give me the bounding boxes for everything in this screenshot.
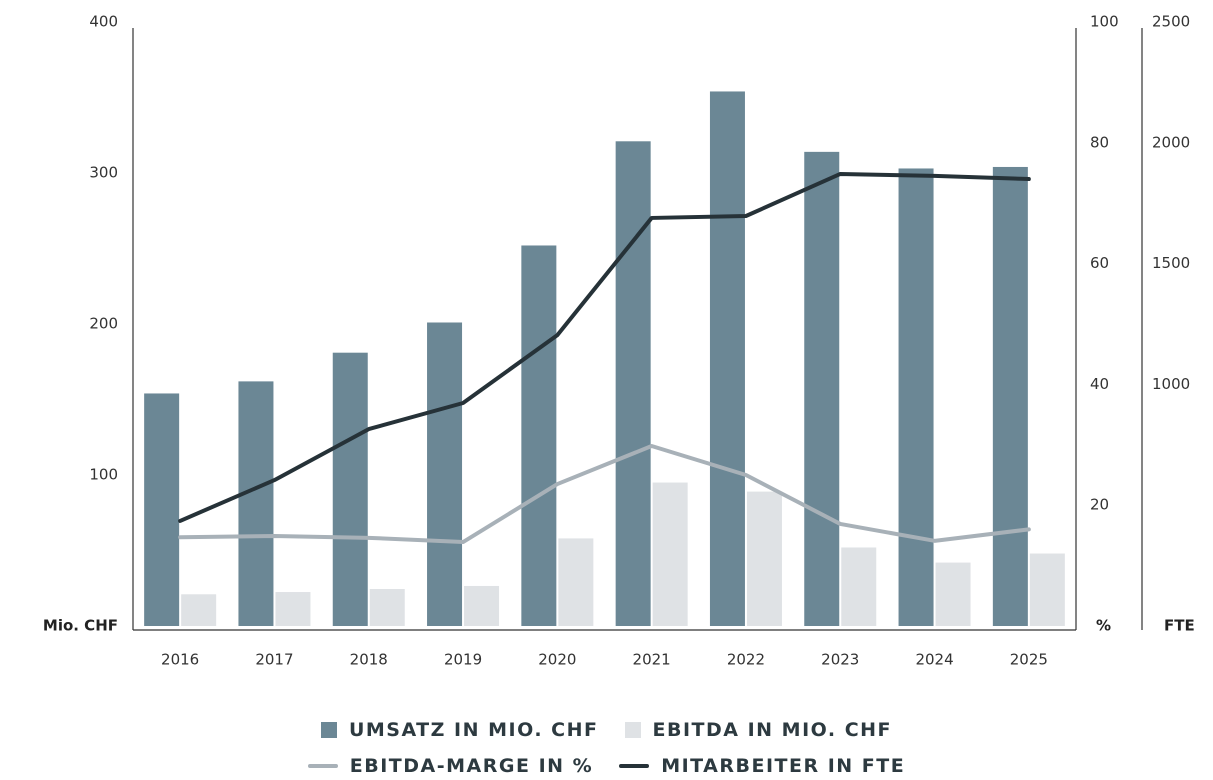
legend-label: MITARBEITER IN FTE <box>661 755 906 777</box>
x-tick-label: 2025 <box>1010 651 1048 669</box>
legend-label: EBITDA-MARGE IN % <box>349 755 594 777</box>
x-tick-label: 2019 <box>444 651 482 669</box>
legend-label: UMSATZ IN MIO. CHF <box>348 719 599 741</box>
legend-swatch <box>624 722 641 738</box>
bar <box>181 594 217 626</box>
x-tick-label: 2023 <box>821 651 859 669</box>
bar <box>275 592 311 626</box>
legend-item: EBITDA-MARGE IN % <box>307 755 594 777</box>
bar <box>427 322 463 626</box>
line <box>178 444 1031 545</box>
bar <box>1029 553 1065 626</box>
x-tick-label: 2017 <box>255 651 293 669</box>
y2-tick-label: 20 <box>1090 496 1109 514</box>
y2-tick-label: 60 <box>1090 254 1109 272</box>
bar <box>746 491 782 626</box>
legend-item: EBITDA IN MIO. CHF <box>624 719 893 741</box>
bar <box>709 91 745 626</box>
legend-swatch <box>320 722 337 738</box>
y2-tick-label: 40 <box>1090 375 1109 393</box>
x-tick-label: 2020 <box>538 651 576 669</box>
bar <box>369 589 405 626</box>
legend-item: UMSATZ IN MIO. CHF <box>320 719 599 741</box>
bar <box>238 381 274 626</box>
bar <box>558 538 594 626</box>
y3-axis-label: FTE <box>1164 617 1195 635</box>
y-tick-label: 200 <box>89 315 118 333</box>
legend-swatch <box>619 764 650 768</box>
bar <box>332 352 368 626</box>
bar <box>804 151 840 627</box>
y-tick-label: 300 <box>89 164 118 182</box>
bar <box>144 393 180 626</box>
x-tick-label: 2022 <box>727 651 765 669</box>
x-tick-label: 2016 <box>161 651 199 669</box>
bar <box>521 245 557 627</box>
y2-tick-label: 100 <box>1090 13 1119 31</box>
chart: Mio. CHF % FTE 100 200 300 400 20 40 60 80 100 10… <box>43 13 1195 669</box>
y3-tick-label: 1000 <box>1152 375 1190 393</box>
legend-label: EBITDA IN MIO. CHF <box>652 719 893 741</box>
bar <box>898 168 934 626</box>
line <box>178 171 1031 523</box>
bar <box>464 585 500 626</box>
y3-tick-label: 1500 <box>1152 254 1190 272</box>
bar <box>615 141 651 627</box>
y-tick-label: 100 <box>89 466 118 484</box>
legend-item: MITARBEITER IN FTE <box>619 755 905 777</box>
x-tick-label: 2021 <box>633 651 671 669</box>
legend-row: UMSATZ IN MIO. CHF EBITDA IN MIO. CHF <box>0 712 1213 748</box>
bar <box>841 547 877 626</box>
y2-tick-label: 80 <box>1090 133 1109 151</box>
bar <box>652 482 688 626</box>
y3-tick-label: 2500 <box>1152 13 1190 31</box>
bar <box>935 562 971 626</box>
y2-axis-label: % <box>1096 617 1111 635</box>
x-tick-label: 2018 <box>350 651 388 669</box>
y-tick-label: 400 <box>89 13 118 31</box>
legend: UMSATZ IN MIO. CHF EBITDA IN MIO. CHF EBI… <box>0 712 1213 780</box>
legend-row: EBITDA-MARGE IN % MITARBEITER IN FTE <box>0 748 1213 780</box>
y-axis-label: Mio. CHF <box>43 617 118 635</box>
bar <box>992 166 1028 626</box>
legend-swatch <box>307 764 338 768</box>
y3-tick-label: 2000 <box>1152 133 1190 151</box>
x-tick-label: 2024 <box>915 651 953 669</box>
